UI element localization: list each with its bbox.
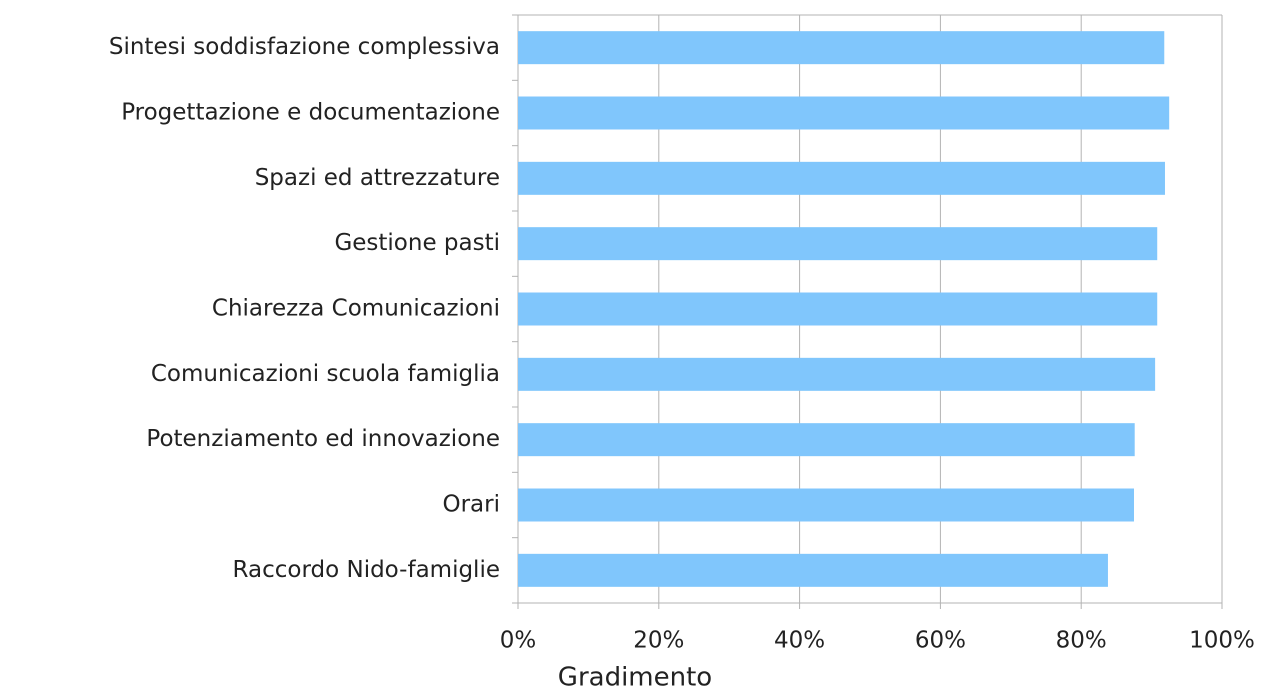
x-axis-label: Gradimento	[558, 663, 712, 691]
bar	[518, 488, 1134, 522]
y-tick-label: Spazi ed attrezzature	[255, 165, 500, 191]
y-tick-label: Comunicazioni scuola famiglia	[151, 361, 500, 387]
x-tick-label: 0%	[500, 628, 537, 654]
x-tick-label: 60%	[915, 628, 966, 654]
y-tick-label: Gestione pasti	[334, 230, 500, 256]
x-tick-label: 100%	[1189, 628, 1255, 654]
bar	[518, 161, 1165, 195]
bar	[518, 31, 1165, 65]
bar	[518, 292, 1158, 326]
y-tick-label: Orari	[443, 492, 501, 518]
x-tick-label: 40%	[774, 628, 825, 654]
y-tick-label: Chiarezza Comunicazioni	[212, 296, 500, 322]
bar	[518, 227, 1158, 261]
bar	[518, 553, 1108, 587]
x-tick-label: 20%	[633, 628, 684, 654]
bar	[518, 423, 1135, 457]
x-tick-label: 80%	[1056, 628, 1107, 654]
bar	[518, 96, 1170, 130]
y-tick-label: Raccordo Nido-famiglie	[233, 557, 500, 583]
bar	[518, 357, 1156, 391]
y-tick-label: Potenziamento ed innovazione	[146, 426, 500, 452]
y-tick-label: Sintesi soddisfazione complessiva	[109, 34, 500, 60]
y-tick-label: Progettazione e documentazione	[121, 100, 500, 126]
